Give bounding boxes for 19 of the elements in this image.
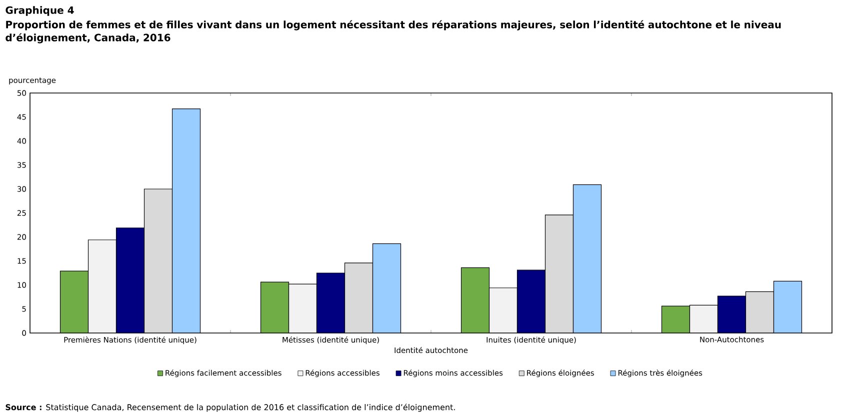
bar <box>745 291 774 333</box>
bar <box>144 188 173 333</box>
bar <box>344 262 374 333</box>
bar <box>172 108 201 333</box>
text: Source : Statistique Canada, Recensement de la population de 2016 et classification de l’indice d’éloignement. <box>6 404 455 412</box>
bar <box>572 184 602 333</box>
bar <box>516 270 546 333</box>
bar <box>773 280 802 333</box>
bar <box>544 214 574 333</box>
bar <box>661 306 690 333</box>
bar <box>260 282 290 333</box>
bar <box>60 270 89 333</box>
chart-subtitle: Proportion de femmes et de filles vivant dans un logement nécessitant des réparations majeures, selon l’identité autochtone et le niveau d’éloignement, Canada, 2016 <box>6 20 781 44</box>
bar <box>316 272 346 333</box>
bar <box>372 243 402 333</box>
chart-title: Graphique 4 <box>6 6 74 16</box>
bar <box>717 296 746 333</box>
bar <box>460 267 490 333</box>
bar <box>116 228 145 333</box>
